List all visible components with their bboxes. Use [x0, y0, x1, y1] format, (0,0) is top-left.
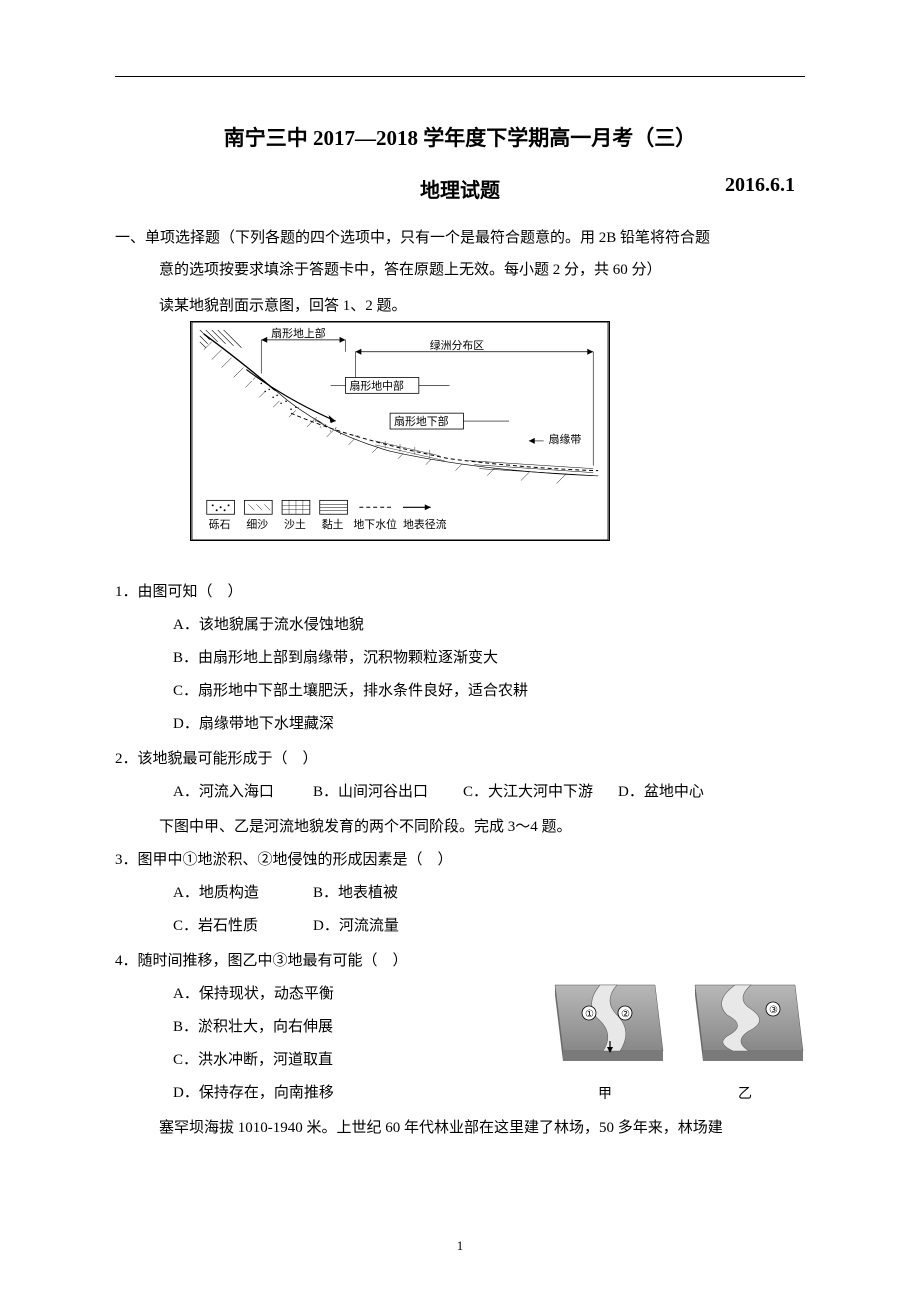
q3-opt-c: C．岩石性质 — [173, 910, 313, 943]
exam-date: 2016.6.1 — [725, 174, 795, 197]
svg-text:②: ② — [621, 1009, 630, 1020]
figure1-intro: 读某地貌剖面示意图，回答 1、2 题。 — [115, 294, 805, 315]
q1-opt-b: B．由扇形地上部到扇缘带，沉积物颗粒逐渐变大 — [115, 642, 805, 675]
q2-opt-d: D．盆地中心 — [618, 776, 718, 809]
q1-opt-d: D．扇缘带地下水埋藏深 — [115, 708, 805, 741]
instruction-line2: 意的选项按要求填涂于答题卡中，答在原题上无效。每小题 2 分，共 60 分） — [115, 255, 805, 287]
svg-text:沙土: 沙土 — [284, 518, 306, 531]
label-lower: 扇形地下部 — [394, 414, 449, 428]
q3-opt-a: A．地质构造 — [173, 877, 313, 910]
svg-text:地表径流: 地表径流 — [403, 517, 447, 531]
top-rule — [115, 76, 805, 77]
svg-text:砾石: 砾石 — [209, 518, 231, 531]
page-number: 1 — [0, 1238, 920, 1254]
main-title: 南宁三中 2017—2018 学年度下学期高一月考（三） — [115, 122, 805, 152]
fig-yi: ③ 乙 — [685, 973, 805, 1111]
q3-row1: A．地质构造 B．地表植被 — [115, 877, 805, 910]
fig-jia: ① ② 甲 — [545, 973, 665, 1111]
trailing-text: 塞罕坝海拔 1010-1940 米。上世纪 60 年代林业部在这里建了林场，50… — [115, 1112, 805, 1145]
figure1-diagram: 扇形地上部 绿洲分布区 扇形地中部 扇形地下部 扇缘带 — [190, 321, 805, 546]
q4-figures: ① ② 甲 — [545, 973, 805, 1111]
question-3: 3．图甲中①地淤积、②地侵蚀的形成因素是（ ） A．地质构造 B．地表植被 C．… — [115, 844, 805, 943]
question-4: 4．随时间推移，图乙中③地最有可能（ ） A．保持现状，动态平衡 B．淤积壮大，… — [115, 945, 805, 1110]
question-1: 1．由图可知（ ） A．该地貌属于流水侵蚀地貌 B．由扇形地上部到扇缘带，沉积物… — [115, 576, 805, 741]
q3-opt-d: D．河流流量 — [313, 910, 453, 943]
q2-stem: 2．该地貌最可能形成于（ ） — [115, 743, 805, 776]
q2-options: A．河流入海口 B．山间河谷出口 C．大江大河中下游 D．盆地中心 — [115, 776, 805, 809]
label-top: 扇形地上部 — [271, 326, 326, 340]
svg-text:黏土: 黏土 — [322, 517, 344, 531]
fig-jia-label: 甲 — [545, 1080, 665, 1111]
inter-text-1: 下图中甲、乙是河流地貌发育的两个不同阶段。完成 3～4 题。 — [115, 811, 805, 844]
svg-text:①: ① — [585, 1009, 594, 1020]
fig-yi-label: 乙 — [685, 1080, 805, 1111]
label-mid: 扇形地中部 — [349, 378, 404, 392]
q2-opt-c: C．大江大河中下游 — [463, 776, 618, 809]
q1-opt-a: A．该地貌属于流水侵蚀地貌 — [115, 609, 805, 642]
svg-text:细沙: 细沙 — [246, 518, 268, 531]
subtitle: 地理试题 — [420, 174, 500, 203]
label-oasis: 绿洲分布区 — [430, 338, 485, 352]
q1-stem: 1．由图可知（ ） — [115, 576, 805, 609]
svg-text:③: ③ — [769, 1005, 778, 1016]
label-edge: 扇缘带 — [549, 432, 582, 446]
q2-opt-b: B．山间河谷出口 — [313, 776, 463, 809]
instruction-line1: 一、单项选择题（下列各题的四个选项中，只有一个是最符合题意的。用 2B 铅笔将符… — [115, 223, 805, 255]
svg-text:地下水位: 地下水位 — [353, 517, 397, 531]
q3-stem: 3．图甲中①地淤积、②地侵蚀的形成因素是（ ） — [115, 844, 805, 877]
q3-opt-b: B．地表植被 — [313, 877, 453, 910]
q2-opt-a: A．河流入海口 — [173, 776, 313, 809]
q3-row2: C．岩石性质 D．河流流量 — [115, 910, 805, 943]
subtitle-row: 地理试题 2016.6.1 — [115, 174, 805, 203]
section-instruction: 一、单项选择题（下列各题的四个选项中，只有一个是最符合题意的。用 2B 铅笔将符… — [115, 223, 805, 286]
q1-opt-c: C．扇形地中下部土壤肥沃，排水条件良好，适合农耕 — [115, 675, 805, 708]
question-2: 2．该地貌最可能形成于（ ） A．河流入海口 B．山间河谷出口 C．大江大河中下… — [115, 743, 805, 809]
